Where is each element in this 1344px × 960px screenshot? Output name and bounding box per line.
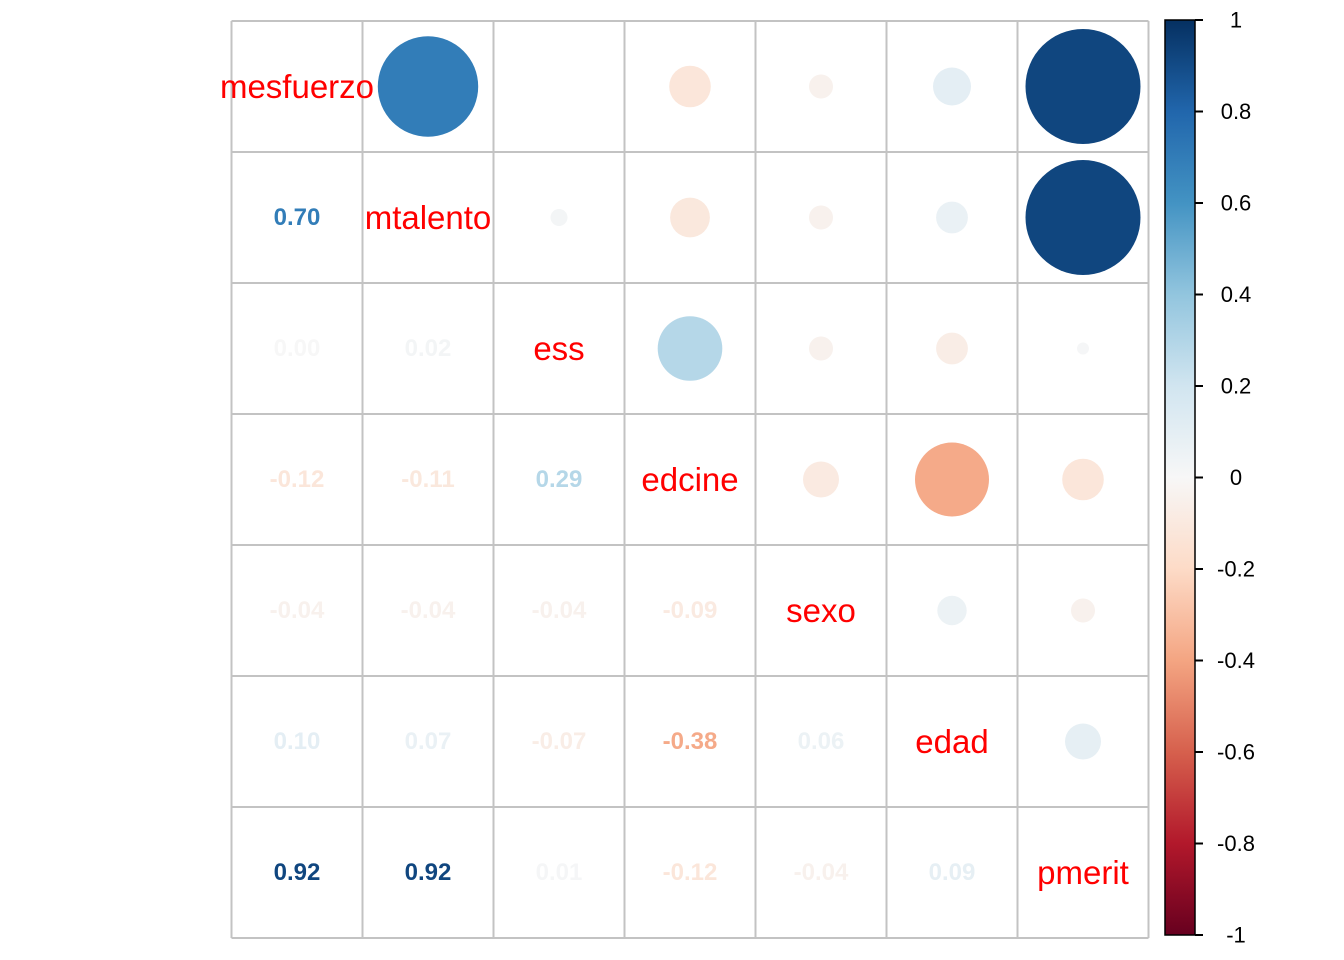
corr-value-pmerit-sexo: -0.04 xyxy=(794,859,849,886)
corr-value-edad-mtalento: 0.07 xyxy=(405,728,452,755)
corr-circle-sexo-edad xyxy=(937,595,967,626)
corr-circle-edcine-sexo xyxy=(803,461,839,498)
corr-circle-edcine-edad xyxy=(915,442,989,517)
corr-value-pmerit-mtalento: 0.92 xyxy=(405,859,452,886)
colorbar-tick-label: 0.4 xyxy=(1221,282,1252,307)
corr-value-edcine-ess: 0.29 xyxy=(536,466,583,493)
corr-value-sexo-mtalento: -0.04 xyxy=(401,597,456,624)
corr-circle-mesfuerzo-sexo xyxy=(809,74,833,99)
corr-value-sexo-ess: -0.04 xyxy=(532,597,587,624)
diagonal-label-edad: edad xyxy=(915,723,988,760)
corr-value-edad-sexo: 0.06 xyxy=(798,728,845,755)
corr-circle-edad-pmerit xyxy=(1065,723,1101,760)
colorbar-tick-label: -1 xyxy=(1226,923,1246,948)
corr-value-sexo-edcine: -0.09 xyxy=(663,597,718,624)
colorbar-tick-label: 0.6 xyxy=(1221,191,1252,216)
corr-circle-ess-sexo xyxy=(809,336,833,361)
diagonal-label-ess: ess xyxy=(533,330,584,367)
colorbar-gradient xyxy=(1164,19,1196,936)
corr-circle-mtalento-pmerit xyxy=(1025,160,1141,275)
colorbar-tick-label: 0.8 xyxy=(1221,99,1252,124)
corr-value-pmerit-ess: 0.01 xyxy=(536,859,583,886)
corr-circle-mtalento-sexo xyxy=(809,205,833,230)
colorbar-tick-label: -0.8 xyxy=(1217,831,1255,856)
corr-value-sexo-mesfuerzo: -0.04 xyxy=(270,597,325,624)
corr-circle-mesfuerzo-pmerit xyxy=(1025,29,1141,144)
corr-circle-ess-pmerit xyxy=(1077,342,1089,355)
diagonal-label-edcine: edcine xyxy=(641,461,738,498)
corr-value-edad-edcine: -0.38 xyxy=(663,728,718,755)
diagonal-label-sexo: sexo xyxy=(786,592,856,629)
corr-circle-mesfuerzo-mtalento xyxy=(377,36,479,137)
corr-circle-sexo-pmerit xyxy=(1071,598,1095,623)
colorbar-tick-label: -0.6 xyxy=(1217,740,1255,765)
corr-value-edcine-mtalento: -0.11 xyxy=(401,466,454,493)
corr-circle-mtalento-edad xyxy=(936,201,968,234)
corr-value-pmerit-edad: 0.09 xyxy=(929,859,976,886)
corr-circle-mesfuerzo-edcine xyxy=(669,65,711,108)
diagonal-label-mtalento: mtalento xyxy=(365,199,492,236)
corr-circle-edcine-pmerit xyxy=(1062,458,1104,501)
corr-circle-mtalento-edcine xyxy=(670,197,710,238)
corr-circle-ess-edcine xyxy=(657,316,723,381)
corr-value-mtalento-mesfuerzo: 0.70 xyxy=(274,204,321,231)
corr-value-edcine-mesfuerzo: -0.12 xyxy=(270,466,325,493)
colorbar-tick-label: -0.2 xyxy=(1217,557,1255,582)
corr-value-ess-mesfuerzo: 0.00 xyxy=(274,335,321,362)
corr-value-edad-mesfuerzo: 0.10 xyxy=(274,728,321,755)
corr-circle-ess-edad xyxy=(936,332,968,365)
colorbar-tick-label: -0.4 xyxy=(1217,648,1255,673)
corr-value-ess-mtalento: 0.02 xyxy=(405,335,452,362)
corr-circle-mesfuerzo-edad xyxy=(933,67,971,106)
colorbar-tick-label: 0.2 xyxy=(1221,374,1252,399)
corr-value-edad-ess: -0.07 xyxy=(532,728,587,755)
corr-value-pmerit-edcine: -0.12 xyxy=(663,859,718,886)
diagonal-label-pmerit: pmerit xyxy=(1037,854,1129,891)
colorbar-tick-label: 0 xyxy=(1230,465,1242,490)
colorbar-tick-label: 1 xyxy=(1230,8,1242,33)
corr-value-pmerit-mesfuerzo: 0.92 xyxy=(274,859,321,886)
corr-circle-mtalento-ess xyxy=(550,209,568,226)
diagonal-label-mesfuerzo: mesfuerzo xyxy=(220,68,374,105)
